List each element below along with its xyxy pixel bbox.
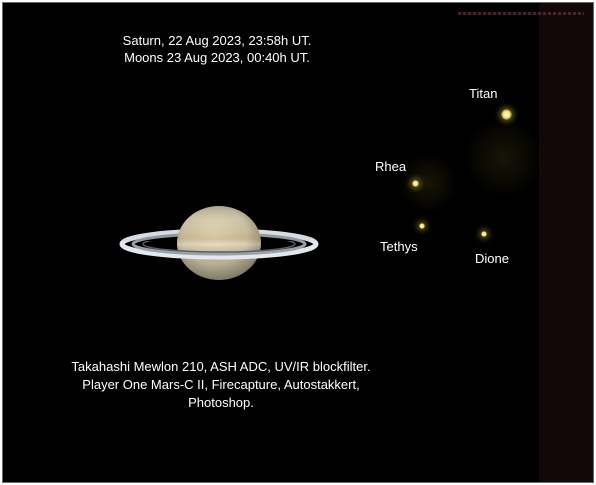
titan-label: Titan [469,86,498,101]
titan-moon [501,109,512,120]
equipment-line-3: Photoshop. [188,395,254,410]
rhea-moon [412,180,419,187]
dark-margin-strip [539,3,593,482]
glow-halo [463,118,543,198]
tethys-moon [419,223,425,229]
caption-line-2: Moons 23 Aug 2023, 00:40h UT. [124,50,310,65]
caption-line-1: Saturn, 22 Aug 2023, 23:58h UT. [122,33,312,48]
glow-halo [398,153,458,213]
dione-moon [481,231,487,237]
saturn-planet [119,206,319,280]
equipment-line-2: Player One Mars-C II, Firecapture, Autos… [82,377,360,392]
dione-label: Dione [475,251,509,266]
rhea-label: Rhea [375,159,407,174]
tethys-label: Tethys [380,239,418,254]
watermark [458,12,584,15]
equipment-line-1: Takahashi Mewlon 210, ASH ADC, UV/IR blo… [71,359,371,374]
